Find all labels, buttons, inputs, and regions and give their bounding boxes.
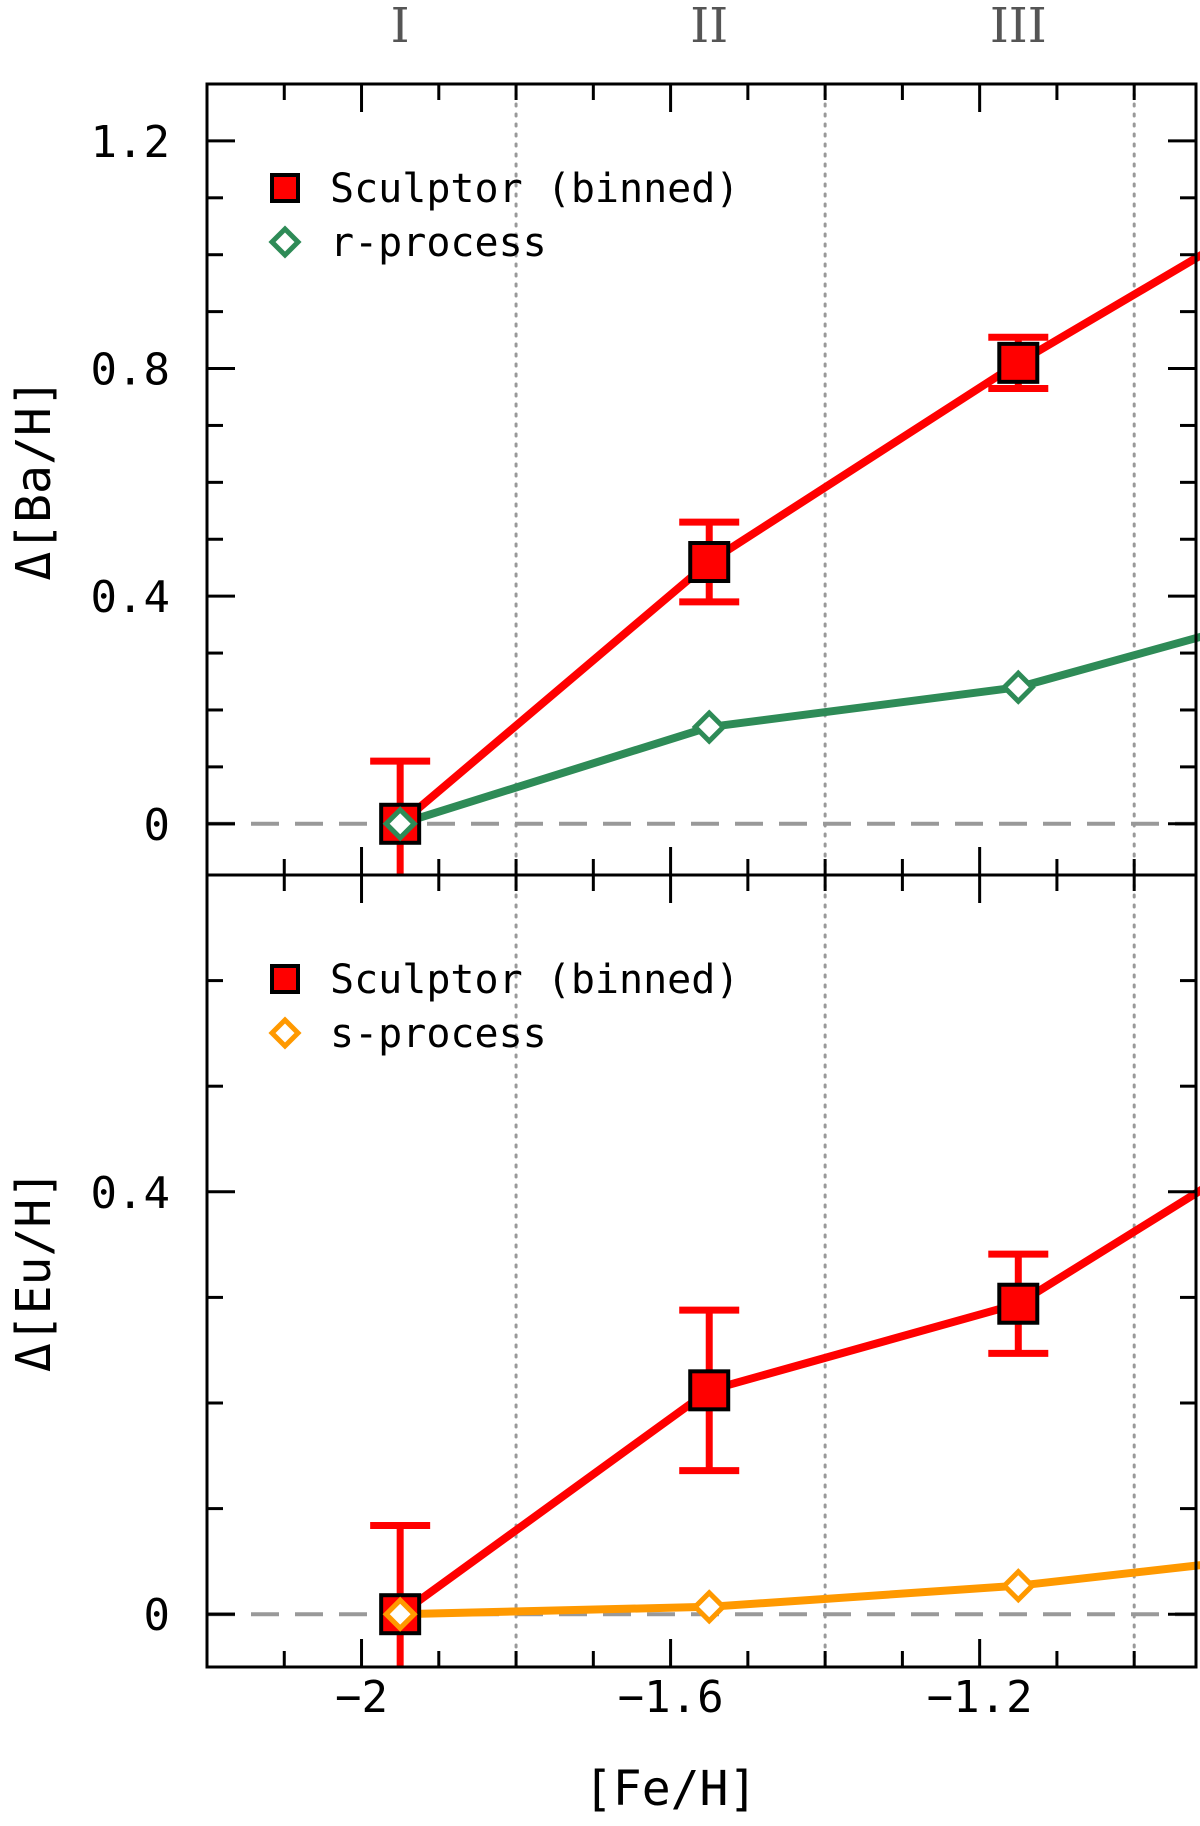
top-sculptor-point bbox=[997, 341, 1040, 384]
bin-label-i: I bbox=[391, 0, 410, 54]
top-legend-label-r-process: r-process bbox=[330, 220, 547, 266]
bottom-s-process-point bbox=[382, 1596, 418, 1632]
top-sculptor-point bbox=[688, 541, 731, 584]
x-tick-label-2: −1.2 bbox=[927, 1672, 1033, 1723]
top-sculptor-line bbox=[397, 251, 1200, 827]
top-r-process-point bbox=[382, 806, 418, 842]
top-y-axis-title: Δ[Ba/H] bbox=[6, 378, 62, 580]
top-y-tick-label-3: 1.2 bbox=[91, 117, 170, 168]
frame-layer bbox=[205, 82, 1198, 1669]
top-y-tick-label-0: 0 bbox=[144, 800, 171, 851]
top-r-process-point bbox=[1000, 669, 1036, 705]
bottom-s-process-line bbox=[400, 1561, 1200, 1619]
bottom-legend-sculptor-marker bbox=[270, 964, 300, 994]
top-legend-label-sculptor: Sculptor (binned) bbox=[330, 166, 739, 212]
bin-label-ii: II bbox=[690, 0, 728, 54]
x-axis-title: [Fe/H] bbox=[584, 1761, 757, 1817]
bottom-sculptor-point bbox=[997, 1282, 1040, 1325]
bottom-sculptor-point bbox=[688, 1369, 731, 1412]
data-layer bbox=[370, 251, 1200, 1667]
top-r-process-line bbox=[398, 632, 1200, 828]
bottom-legend-s-process-marker bbox=[268, 1016, 302, 1050]
bottom-s-process-point bbox=[1000, 1568, 1036, 1604]
top-y-tick-label-1: 0.4 bbox=[91, 572, 170, 623]
bottom-y-tick-label-1: 0.4 bbox=[91, 1168, 170, 1219]
bottom-plot-frame bbox=[205, 873, 1198, 1669]
bottom-sculptor-line bbox=[397, 1186, 1200, 1618]
bottom-s-process-point bbox=[691, 1589, 727, 1625]
x-tick-label-1: −1.6 bbox=[618, 1672, 724, 1723]
bottom-y-tick-label-0: 0 bbox=[144, 1590, 171, 1641]
top-y-tick-label-2: 0.8 bbox=[91, 345, 170, 396]
top-legend-r-process-marker bbox=[268, 225, 302, 259]
x-tick-label-0: −2 bbox=[335, 1672, 388, 1723]
bottom-legend-label-s-process: s-process bbox=[330, 1011, 547, 1057]
top-r-process-point bbox=[691, 709, 727, 745]
bottom-y-axis-title: Δ[Eu/H] bbox=[6, 1170, 62, 1372]
bin-label-iii: III bbox=[990, 0, 1047, 54]
bottom-legend-label-sculptor: Sculptor (binned) bbox=[330, 957, 739, 1003]
top-legend-sculptor-marker bbox=[270, 173, 300, 203]
